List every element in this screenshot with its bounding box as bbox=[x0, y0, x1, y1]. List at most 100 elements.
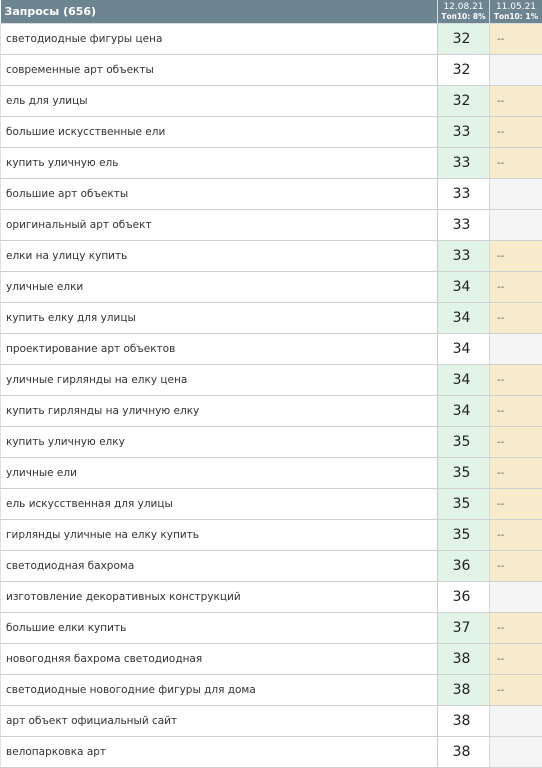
table-row: оригинальный арт объект 33 bbox=[1, 210, 542, 241]
position-value: 34 bbox=[453, 279, 471, 295]
query-text[interactable]: арт объект официальный сайт bbox=[1, 706, 438, 737]
position-cell-previous: -- bbox=[490, 675, 542, 706]
queries-column-header[interactable]: Запросы (656) bbox=[1, 0, 438, 24]
position-cell-current: 35 bbox=[438, 427, 490, 458]
query-text[interactable]: ель для улицы bbox=[1, 86, 438, 117]
query-text[interactable]: изготовление декоративных конструкций bbox=[1, 582, 438, 613]
query-text[interactable]: купить уличную ель bbox=[1, 148, 438, 179]
position-cell-current: 33 bbox=[438, 210, 490, 241]
table-row: купить елку для улицы 34 -- bbox=[1, 303, 542, 334]
position-value: 38 bbox=[453, 651, 471, 667]
position-cell-previous: -- bbox=[490, 644, 542, 675]
table-row: светодиодные новогодние фигуры для дома 3… bbox=[1, 675, 542, 706]
position-cell-previous: -- bbox=[490, 86, 542, 117]
position-cell-current: 36 bbox=[438, 582, 490, 613]
query-text[interactable]: купить гирлянды на уличную елку bbox=[1, 396, 438, 427]
query-text[interactable]: большие елки купить bbox=[1, 613, 438, 644]
position-value: 37 bbox=[453, 620, 471, 636]
position-cell-current: 38 bbox=[438, 706, 490, 737]
query-text[interactable]: большие арт объекты bbox=[1, 179, 438, 210]
position-cell-previous: -- bbox=[490, 613, 542, 644]
table-row: арт объект официальный сайт 38 bbox=[1, 706, 542, 737]
query-text[interactable]: гирлянды уличные на елку купить bbox=[1, 520, 438, 551]
query-text[interactable]: большие искусственные ели bbox=[1, 117, 438, 148]
position-cell-current: 34 bbox=[438, 272, 490, 303]
position-cell-previous bbox=[490, 210, 542, 241]
position-value: 35 bbox=[453, 527, 471, 543]
position-value: 33 bbox=[453, 155, 471, 171]
date-column-header-current[interactable]: 12.08.21 Топ10: 8% bbox=[438, 0, 490, 24]
position-value: 33 bbox=[453, 248, 471, 264]
position-cell-previous bbox=[490, 179, 542, 210]
position-value: 34 bbox=[453, 310, 471, 326]
position-value: 33 bbox=[453, 217, 471, 233]
table-row: уличные елки 34 -- bbox=[1, 272, 542, 303]
table-row: светодиодные фигуры цена 32 -- bbox=[1, 24, 542, 55]
query-text[interactable]: светодиодные новогодние фигуры для дома bbox=[1, 675, 438, 706]
position-cell-previous bbox=[490, 334, 542, 365]
table-header: Запросы (656) 12.08.21 Топ10: 8% 11.05.2… bbox=[1, 0, 542, 24]
position-value: 34 bbox=[453, 372, 471, 388]
current-date: 12.08.21 bbox=[438, 2, 489, 12]
table-row: современные арт объекты 32 bbox=[1, 55, 542, 86]
date-column-header-previous[interactable]: 11.05.21 Топ10: 1% bbox=[490, 0, 542, 24]
current-top10: Топ10: 8% bbox=[438, 12, 489, 22]
position-value: 32 bbox=[453, 62, 471, 78]
position-cell-previous: -- bbox=[490, 272, 542, 303]
position-cell-previous: -- bbox=[490, 427, 542, 458]
position-cell-current: 38 bbox=[438, 737, 490, 768]
query-text[interactable]: купить уличную елку bbox=[1, 427, 438, 458]
position-cell-current: 32 bbox=[438, 86, 490, 117]
position-cell-current: 34 bbox=[438, 334, 490, 365]
query-text[interactable]: ель искусственная для улицы bbox=[1, 489, 438, 520]
query-text[interactable]: уличные гирлянды на елку цена bbox=[1, 365, 438, 396]
table-row: ель искусственная для улицы 35 -- bbox=[1, 489, 542, 520]
position-value: 38 bbox=[453, 713, 471, 729]
query-text[interactable]: купить елку для улицы bbox=[1, 303, 438, 334]
position-cell-previous bbox=[490, 55, 542, 86]
query-text[interactable]: уличные елки bbox=[1, 272, 438, 303]
query-text[interactable]: современные арт объекты bbox=[1, 55, 438, 86]
position-value: 32 bbox=[453, 31, 471, 47]
position-cell-current: 34 bbox=[438, 396, 490, 427]
position-cell-current: 33 bbox=[438, 148, 490, 179]
position-cell-previous: -- bbox=[490, 24, 542, 55]
table-row: купить уличную елку 35 -- bbox=[1, 427, 542, 458]
query-text[interactable]: проектирование арт объектов bbox=[1, 334, 438, 365]
query-text[interactable]: светодиодная бахрома bbox=[1, 551, 438, 582]
position-cell-current: 37 bbox=[438, 613, 490, 644]
query-text[interactable]: светодиодные фигуры цена bbox=[1, 24, 438, 55]
position-value: 35 bbox=[453, 434, 471, 450]
table-row: новогодняя бахрома светодиодная 38 -- bbox=[1, 644, 542, 675]
position-value: 34 bbox=[453, 403, 471, 419]
position-cell-previous bbox=[490, 582, 542, 613]
position-cell-current: 35 bbox=[438, 489, 490, 520]
position-cell-previous: -- bbox=[490, 551, 542, 582]
position-value: 38 bbox=[453, 682, 471, 698]
query-text[interactable]: уличные ели bbox=[1, 458, 438, 489]
position-value: 36 bbox=[453, 558, 471, 574]
position-cell-previous: -- bbox=[490, 303, 542, 334]
position-cell-previous bbox=[490, 737, 542, 768]
position-cell-current: 33 bbox=[438, 179, 490, 210]
position-cell-current: 36 bbox=[438, 551, 490, 582]
query-text[interactable]: новогодняя бахрома светодиодная bbox=[1, 644, 438, 675]
position-cell-current: 35 bbox=[438, 458, 490, 489]
query-text[interactable]: велопарковка арт bbox=[1, 737, 438, 768]
query-text[interactable]: елки на улицу купить bbox=[1, 241, 438, 272]
position-cell-previous: -- bbox=[490, 489, 542, 520]
query-text[interactable]: оригинальный арт объект bbox=[1, 210, 438, 241]
position-value: 33 bbox=[453, 124, 471, 140]
position-cell-current: 33 bbox=[438, 241, 490, 272]
position-value: 35 bbox=[453, 465, 471, 481]
previous-date: 11.05.21 bbox=[490, 2, 542, 12]
position-value: 35 bbox=[453, 496, 471, 512]
